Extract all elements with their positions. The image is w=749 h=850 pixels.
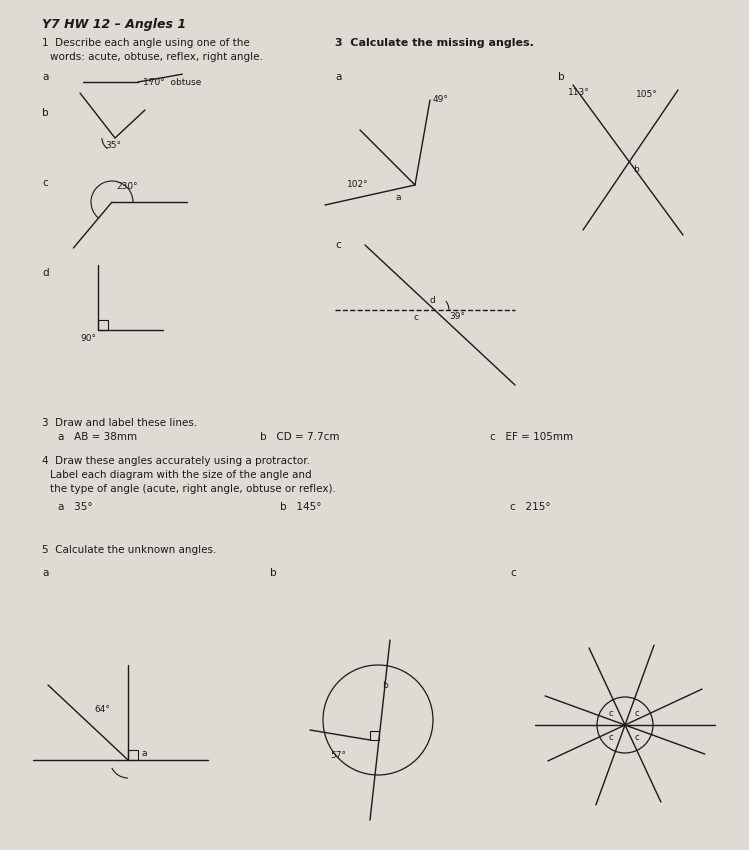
- Text: a: a: [395, 193, 401, 202]
- Text: c: c: [609, 733, 613, 741]
- Text: 3  Draw and label these lines.: 3 Draw and label these lines.: [42, 418, 197, 428]
- Text: a: a: [141, 749, 147, 757]
- Bar: [370, 731, 379, 740]
- Text: 102°: 102°: [347, 180, 369, 189]
- Text: 57°: 57°: [330, 751, 346, 760]
- Text: a: a: [42, 72, 49, 82]
- Text: b: b: [42, 108, 49, 118]
- Text: b   145°: b 145°: [280, 502, 321, 512]
- Text: a: a: [335, 72, 342, 82]
- Text: 3  Calculate the missing angles.: 3 Calculate the missing angles.: [335, 38, 534, 48]
- Text: 105°: 105°: [636, 90, 658, 99]
- Text: c   215°: c 215°: [510, 502, 551, 512]
- Text: c: c: [413, 313, 418, 322]
- Text: b: b: [270, 568, 276, 578]
- Text: a: a: [42, 568, 49, 578]
- Text: d: d: [42, 268, 49, 278]
- Text: 170°  obtuse: 170° obtuse: [143, 78, 201, 87]
- Text: c: c: [634, 709, 640, 717]
- Text: 39°: 39°: [449, 312, 465, 321]
- Text: Label each diagram with the size of the angle and: Label each diagram with the size of the …: [50, 470, 312, 480]
- Text: a   AB = 38mm: a AB = 38mm: [58, 432, 137, 442]
- Text: 90°: 90°: [80, 334, 96, 343]
- Text: c: c: [634, 733, 640, 741]
- Bar: [128, 750, 138, 760]
- Text: 1  Describe each angle using one of the: 1 Describe each angle using one of the: [42, 38, 249, 48]
- Text: d: d: [430, 296, 436, 305]
- Text: 4  Draw these angles accurately using a protractor.: 4 Draw these angles accurately using a p…: [42, 456, 310, 466]
- Text: b: b: [558, 72, 565, 82]
- Text: 35°: 35°: [105, 141, 121, 150]
- Text: b: b: [633, 165, 639, 174]
- Text: b: b: [382, 681, 388, 689]
- Text: b   CD = 7.7cm: b CD = 7.7cm: [260, 432, 339, 442]
- Text: Y7 HW 12 – Angles 1: Y7 HW 12 – Angles 1: [42, 18, 186, 31]
- Text: c: c: [609, 709, 613, 717]
- Text: words: acute, obtuse, reflex, right angle.: words: acute, obtuse, reflex, right angl…: [50, 52, 263, 62]
- Text: 5  Calculate the unknown angles.: 5 Calculate the unknown angles.: [42, 545, 216, 555]
- Text: c   EF = 105mm: c EF = 105mm: [490, 432, 573, 442]
- Bar: [98, 320, 108, 330]
- Text: c: c: [510, 568, 516, 578]
- Text: c: c: [42, 178, 48, 188]
- Text: 49°: 49°: [433, 95, 449, 104]
- Text: c: c: [335, 240, 341, 250]
- Text: the type of angle (acute, right angle, obtuse or reflex).: the type of angle (acute, right angle, o…: [50, 484, 336, 494]
- Text: 64°: 64°: [94, 706, 110, 715]
- Text: 113°: 113°: [568, 88, 589, 97]
- Text: 230°: 230°: [116, 182, 138, 191]
- Text: a   35°: a 35°: [58, 502, 93, 512]
